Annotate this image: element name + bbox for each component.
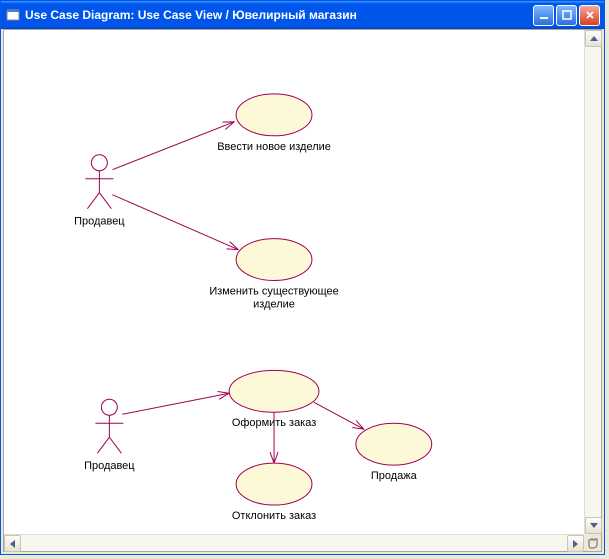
actor-label: Продавец (74, 216, 125, 228)
client-area: Ввести новое изделие Изменить существующе… (3, 29, 602, 552)
grab-hand-icon (586, 536, 600, 550)
actor-label: Продавец (84, 460, 135, 472)
window-title: Use Case Diagram: Use Case View / Ювелир… (25, 8, 533, 22)
scroll-left-button[interactable] (4, 535, 21, 552)
scroll-track-h[interactable] (21, 535, 567, 551)
use-case-label: Ввести новое изделие (217, 141, 331, 153)
actor-node[interactable]: Продавец (74, 155, 125, 228)
use-case-node[interactable]: Ввести новое изделие (217, 94, 331, 153)
use-case-node[interactable]: Оформить заказ (229, 370, 319, 429)
association-edge[interactable] (112, 195, 238, 250)
scroll-up-button[interactable] (585, 30, 602, 47)
association-edge[interactable] (122, 393, 229, 414)
scroll-right-button[interactable] (567, 535, 584, 552)
use-case-node[interactable]: Продажа (356, 423, 432, 482)
association-edge[interactable] (112, 122, 234, 170)
use-case-label: Продажа (371, 470, 418, 482)
actor-node[interactable]: Продавец (84, 399, 135, 472)
use-case-diagram: Ввести новое изделие Изменить существующе… (4, 30, 584, 534)
app-icon (5, 7, 21, 23)
window-frame: Use Case Diagram: Use Case View / Ювелир… (0, 0, 605, 555)
scrollbar-corner (584, 534, 601, 551)
use-case-node[interactable]: Изменить существующееизделие (209, 239, 338, 311)
diagram-canvas[interactable]: Ввести новое изделие Изменить существующе… (4, 30, 584, 534)
vertical-scrollbar[interactable] (584, 30, 601, 534)
titlebar[interactable]: Use Case Diagram: Use Case View / Ювелир… (1, 1, 604, 29)
horizontal-scrollbar[interactable] (4, 534, 584, 551)
use-case-label: Оформить заказ (232, 417, 316, 429)
use-case-node[interactable]: Отклонить заказ (232, 463, 316, 522)
use-case-label: изделие (253, 298, 295, 310)
scroll-track-v[interactable] (585, 47, 601, 517)
association-edge[interactable] (314, 402, 364, 429)
minimize-button[interactable] (533, 5, 554, 26)
use-case-label: Изменить существующее (209, 285, 338, 297)
window-controls (533, 5, 600, 26)
close-button[interactable] (579, 5, 600, 26)
use-case-label: Отклонить заказ (232, 510, 316, 522)
scroll-down-button[interactable] (585, 517, 602, 534)
maximize-button[interactable] (556, 5, 577, 26)
